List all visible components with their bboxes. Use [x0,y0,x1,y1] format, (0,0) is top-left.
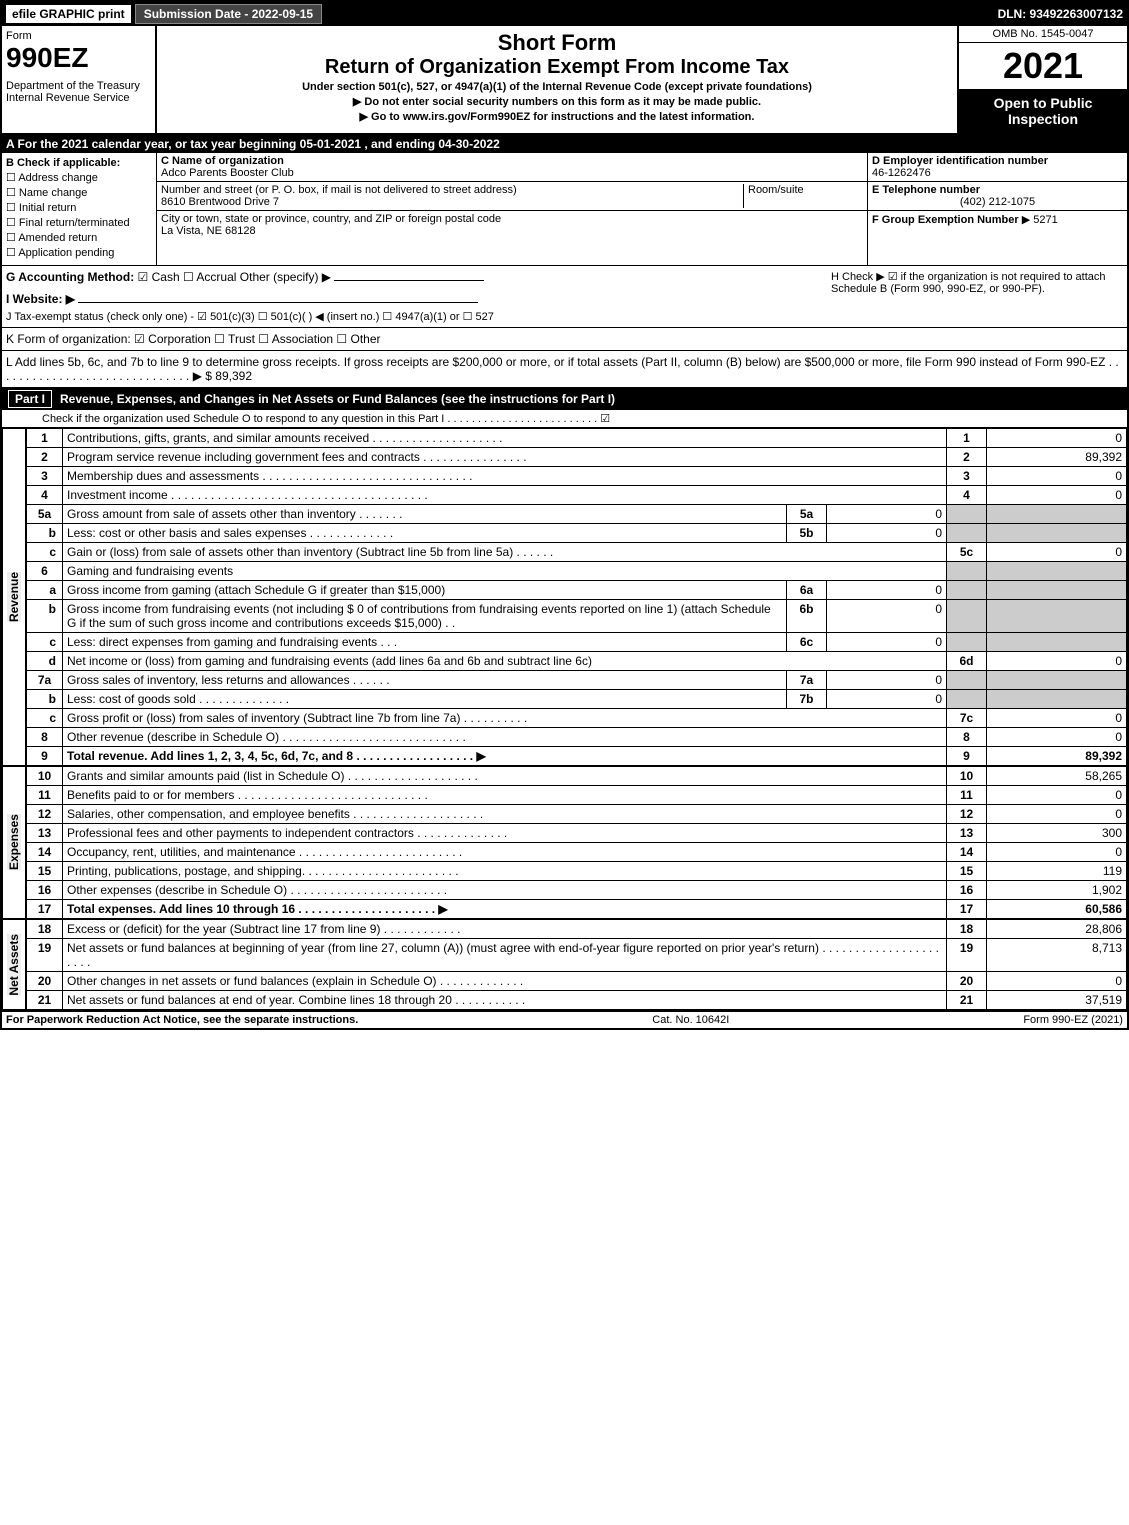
department: Department of the Treasury Internal Reve… [6,80,151,104]
footer-mid: Cat. No. 10642I [652,1014,729,1026]
submission-date: Submission Date - 2022-09-15 [135,4,322,24]
top-bar: efile GRAPHIC print Submission Date - 20… [2,2,1127,26]
line-20: 20Other changes in net assets or fund ba… [27,972,1127,991]
form-title: Return of Organization Exempt From Incom… [161,56,953,79]
row-k: K Form of organization: ☑ Corporation ☐ … [2,328,1127,351]
revenue-table: 1Contributions, gifts, grants, and simil… [26,428,1127,766]
header-left: Form 990EZ Department of the Treasury In… [2,26,157,133]
header: Form 990EZ Department of the Treasury In… [2,26,1127,135]
org-street: 8610 Brentwood Drive 7 [161,196,279,208]
open-inspection: Open to Public Inspection [959,89,1127,133]
line-14: 14Occupancy, rent, utilities, and mainte… [27,843,1127,862]
subtitle-1: Under section 501(c), 527, or 4947(a)(1)… [161,81,953,93]
line-12: 12Salaries, other compensation, and empl… [27,805,1127,824]
netassets-label: Net Assets [7,934,21,996]
c-street-label: Number and street (or P. O. box, if mail… [161,184,517,196]
expenses-label: Expenses [7,814,21,870]
row-gh: G Accounting Method: ☑ Cash ☐ Accrual Ot… [2,266,1127,328]
netassets-table: 18Excess or (deficit) for the year (Subt… [26,919,1127,1010]
line-1: 1Contributions, gifts, grants, and simil… [27,429,1127,448]
b-header: B Check if applicable: [6,157,152,169]
chk-final[interactable]: ☐ Final return/terminated [6,216,152,229]
expenses-section: Expenses 10Grants and similar amounts pa… [2,766,1127,919]
line-3: 3Membership dues and assessments . . . .… [27,467,1127,486]
form-990ez: efile GRAPHIC print Submission Date - 20… [0,0,1129,1030]
line-5b: bLess: cost or other basis and sales exp… [27,524,1127,543]
col-d: D Employer identification number 46-1262… [867,153,1127,265]
form-number: 990EZ [6,42,151,74]
expenses-table: 10Grants and similar amounts paid (list … [26,766,1127,919]
line-18: 18Excess or (deficit) for the year (Subt… [27,920,1127,939]
line-13: 13Professional fees and other payments t… [27,824,1127,843]
chk-amended[interactable]: ☐ Amended return [6,231,152,244]
line-17: 17Total expenses. Add lines 10 through 1… [27,900,1127,919]
line-10: 10Grants and similar amounts paid (list … [27,767,1127,786]
chk-initial[interactable]: ☐ Initial return [6,201,152,214]
tax-year: 2021 [959,43,1127,89]
col-c: C Name of organization Adco Parents Boos… [157,153,867,265]
section-bcd: B Check if applicable: ☐ Address change … [2,153,1127,266]
subtitle-3: ▶ Go to www.irs.gov/Form990EZ for instru… [161,110,953,123]
line-21: 21Net assets or fund balances at end of … [27,991,1127,1010]
j-tax-exempt: J Tax-exempt status (check only one) - ☑… [6,310,823,323]
footer-right: Form 990-EZ (2021) [1023,1014,1123,1026]
row-a: A For the 2021 calendar year, or tax yea… [2,135,1127,153]
part1-title: Revenue, Expenses, and Changes in Net As… [60,392,615,406]
line-6: 6Gaming and fundraising events [27,562,1127,581]
line-19: 19Net assets or fund balances at beginni… [27,939,1127,972]
part1-header: Part I Revenue, Expenses, and Changes in… [2,388,1127,410]
line-8: 8Other revenue (describe in Schedule O) … [27,728,1127,747]
row-l: L Add lines 5b, 6c, and 7b to line 9 to … [2,351,1127,388]
revenue-label: Revenue [7,572,21,622]
subtitle-2: ▶ Do not enter social security numbers o… [161,95,953,108]
netassets-section: Net Assets 18Excess or (deficit) for the… [2,919,1127,1010]
org-name: Adco Parents Booster Club [161,167,294,179]
col-b: B Check if applicable: ☐ Address change … [2,153,157,265]
tel-label: E Telephone number [872,184,980,196]
part1-check: Check if the organization used Schedule … [2,410,1127,428]
row-h: H Check ▶ ☑ if the organization is not r… [827,266,1127,327]
ein: 46-1262476 [872,167,931,179]
ein-label: D Employer identification number [872,155,1048,167]
line-5c: cGain or (loss) from sale of assets othe… [27,543,1127,562]
telephone: (402) 212-1075 [872,196,1123,208]
line-16: 16Other expenses (describe in Schedule O… [27,881,1127,900]
line-6d: dNet income or (loss) from gaming and fu… [27,652,1127,671]
c-city-label: City or town, state or province, country… [161,213,501,225]
g-label: G Accounting Method: [6,270,134,284]
chk-address[interactable]: ☐ Address change [6,171,152,184]
line-4: 4Investment income . . . . . . . . . . .… [27,486,1127,505]
line-7c: cGross profit or (loss) from sales of in… [27,709,1127,728]
line-7a: 7aGross sales of inventory, less returns… [27,671,1127,690]
footer: For Paperwork Reduction Act Notice, see … [2,1010,1127,1028]
i-website: I Website: ▶ [6,292,75,306]
grp-number: ▶ 5271 [1022,214,1058,226]
omb-number: OMB No. 1545-0047 [959,26,1127,43]
line-11: 11Benefits paid to or for members . . . … [27,786,1127,805]
chk-name[interactable]: ☐ Name change [6,186,152,199]
line-5a: 5aGross amount from sale of assets other… [27,505,1127,524]
grp-label: F Group Exemption Number [872,214,1019,226]
chk-pending[interactable]: ☐ Application pending [6,246,152,259]
dln: DLN: 93492263007132 [998,7,1123,21]
header-mid: Short Form Return of Organization Exempt… [157,26,957,133]
form-label: Form [6,30,151,42]
line-9: 9Total revenue. Add lines 1, 2, 3, 4, 5c… [27,747,1127,766]
c-name-label: C Name of organization [161,155,284,167]
part1-num: Part I [8,390,52,408]
revenue-section: Revenue 1Contributions, gifts, grants, a… [2,428,1127,766]
short-form: Short Form [161,30,953,56]
room-label: Room/suite [748,184,804,196]
line-6b: bGross income from fundraising events (n… [27,600,1127,633]
org-city: La Vista, NE 68128 [161,225,256,237]
footer-left: For Paperwork Reduction Act Notice, see … [6,1014,358,1026]
line-7b: bLess: cost of goods sold . . . . . . . … [27,690,1127,709]
header-right: OMB No. 1545-0047 2021 Open to Public In… [957,26,1127,133]
efile-label: efile GRAPHIC print [6,5,131,23]
line-6a: aGross income from gaming (attach Schedu… [27,581,1127,600]
line-6c: cLess: direct expenses from gaming and f… [27,633,1127,652]
line-15: 15Printing, publications, postage, and s… [27,862,1127,881]
line-2: 2Program service revenue including gover… [27,448,1127,467]
